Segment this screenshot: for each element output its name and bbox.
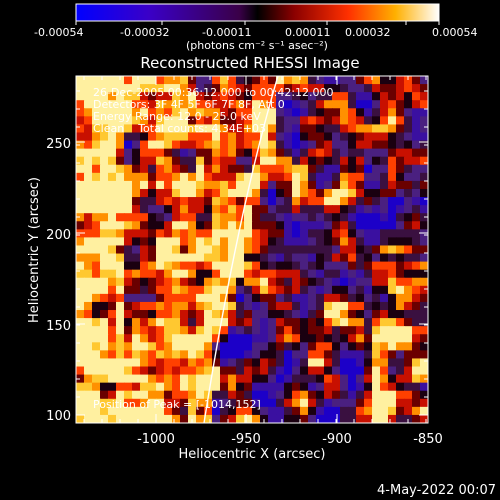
colorbar [76, 4, 439, 21]
y-tick-label-0: 100 [46, 409, 71, 424]
x-axis-label: Heliocentric X (arcsec) [179, 447, 326, 462]
x-tick-label-0: -1000 [137, 432, 175, 447]
info-clean: Clean Total counts: 4.34E+03 [93, 122, 266, 135]
plot-title: Reconstructed RHESSI Image [140, 54, 359, 72]
colorbar-tick-label-5: 0.00054 [432, 26, 478, 39]
rhessi-image [76, 76, 428, 423]
colorbar-tick-label-3: 0.00011 [285, 26, 331, 39]
y-tick-label-3: 250 [46, 137, 71, 152]
colorbar-tick-label-0: -0.00054 [34, 26, 83, 39]
y-tick-label-1: 150 [46, 319, 71, 334]
peak-position: Position of Peak = [-1014,152] [93, 398, 261, 411]
x-tick-label-2: -900 [322, 432, 352, 447]
info-detectors: Detectors: 3F 4F 5F 6F 7F 8F, Att 0 [93, 98, 285, 111]
solar-limb-line [203, 76, 279, 423]
info-time: 26-Dec-2005 00:36:12.000 to 00:42:12.000 [93, 86, 334, 99]
colorbar-ticks [75, 21, 440, 25]
colorbar-unit-label: (photons cm⁻² s⁻¹ asec⁻²) [186, 39, 328, 52]
footer-date: 4-May-2022 00:07 [377, 483, 496, 498]
axis-ticks [76, 76, 428, 423]
colorbar-tick-label-2: -0.00011 [202, 26, 251, 39]
colorbar-tick-label-4: 0.00032 [345, 26, 391, 39]
plot-frame [75, 75, 429, 424]
x-tick-label-1: -950 [231, 432, 261, 447]
x-tick-label-3: -850 [413, 432, 443, 447]
y-axis-label: Heliocentric Y (arcsec) [27, 177, 42, 323]
info-energy: Energy Range: 12.0 - 25.0 keV [93, 110, 261, 123]
y-tick-label-2: 200 [46, 228, 71, 243]
colorbar-tick-label-1: -0.00032 [120, 26, 169, 39]
